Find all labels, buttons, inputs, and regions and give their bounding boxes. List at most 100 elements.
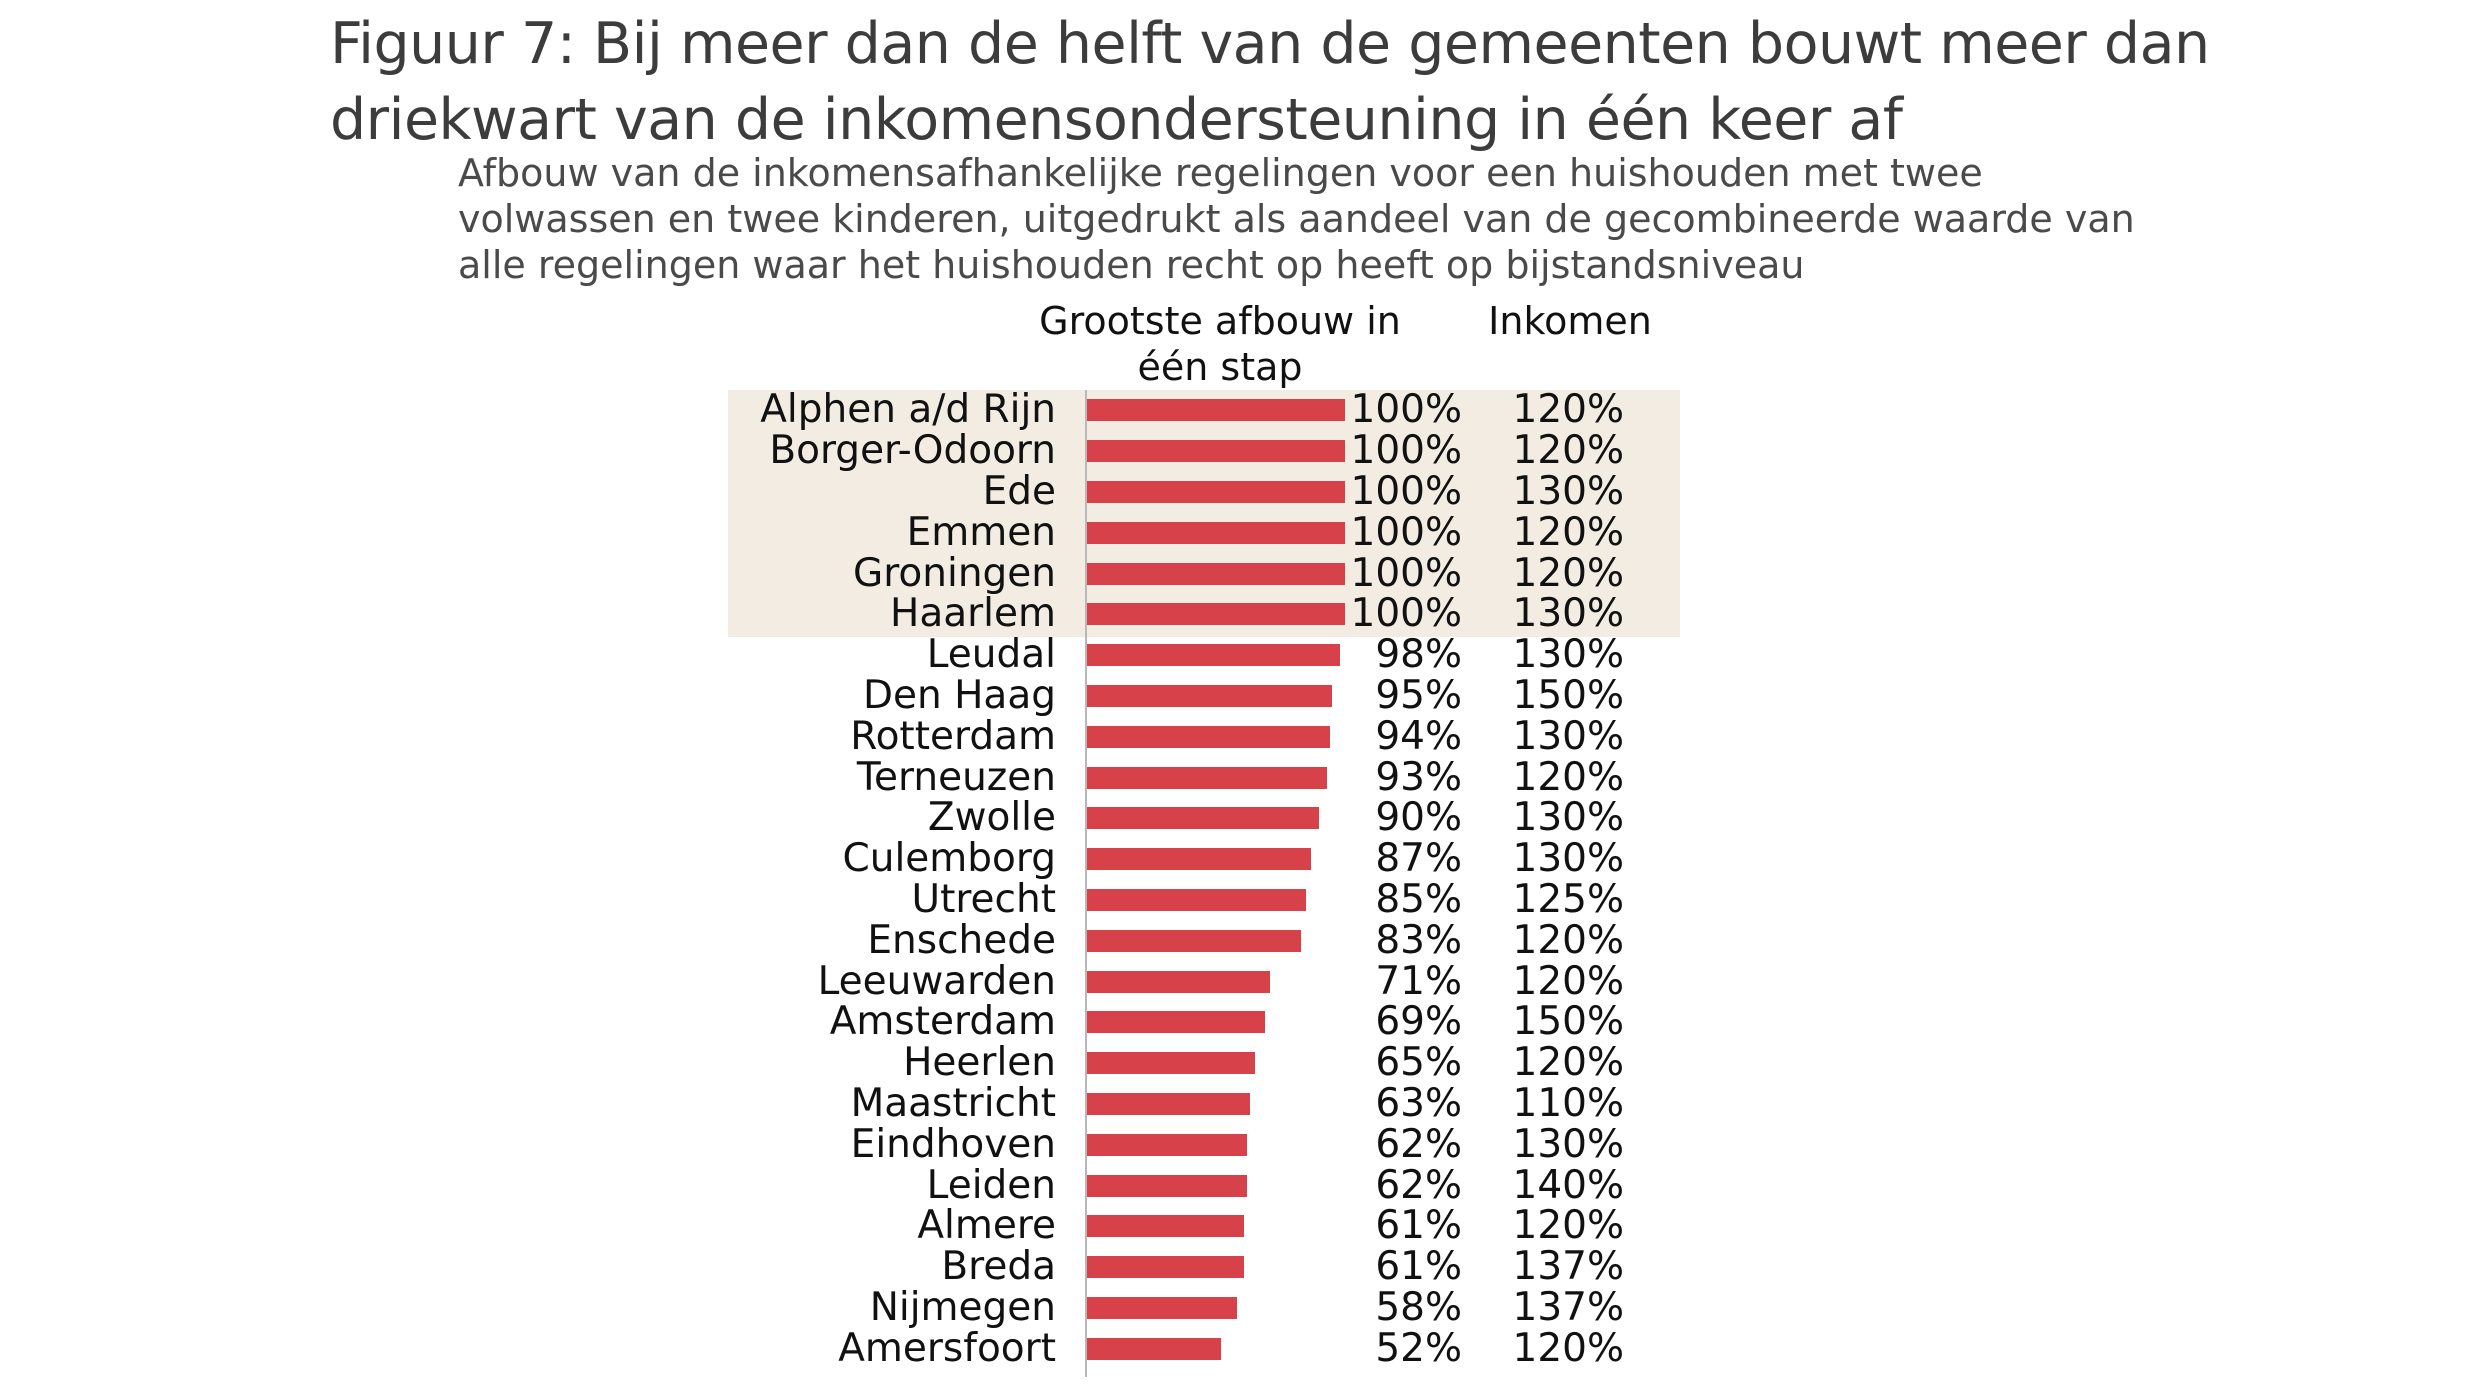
axis-line xyxy=(1085,390,1087,1378)
bar xyxy=(1087,766,1327,789)
value-label: 58% xyxy=(1375,1285,1462,1330)
value-label: 100% xyxy=(1350,387,1463,433)
income-label: 130% xyxy=(1512,713,1625,759)
bar xyxy=(1087,1215,1245,1238)
income-label: 120% xyxy=(1512,550,1625,596)
bar xyxy=(1087,603,1345,626)
bar xyxy=(1087,1337,1222,1360)
bar xyxy=(1087,481,1345,503)
value-label: 83% xyxy=(1375,917,1462,963)
bar xyxy=(1087,521,1345,544)
category-label: Groningen xyxy=(853,550,1056,596)
category-label: Heerlen xyxy=(903,1040,1056,1086)
bar xyxy=(1087,1297,1237,1319)
income-label: 150% xyxy=(1512,673,1625,718)
category-label: Almere xyxy=(917,1203,1056,1249)
income-label: 130% xyxy=(1512,632,1625,678)
column-header-inkomen: Inkomen xyxy=(1488,299,1652,343)
bar xyxy=(1087,725,1330,748)
income-label: 130% xyxy=(1512,469,1625,514)
value-label: 61% xyxy=(1375,1244,1462,1290)
category-label: Haarlem xyxy=(890,591,1056,637)
value-label: 94% xyxy=(1375,713,1462,759)
bar xyxy=(1087,562,1345,585)
category-label: Leiden xyxy=(926,1162,1056,1208)
income-label: 125% xyxy=(1512,877,1625,922)
category-label: Culemborg xyxy=(842,836,1057,882)
value-label: 95% xyxy=(1375,673,1462,718)
category-label: Borger-Odoorn xyxy=(769,428,1056,474)
income-label: 120% xyxy=(1512,917,1625,963)
value-label: 65% xyxy=(1375,1040,1462,1086)
category-label: Enschede xyxy=(867,917,1056,963)
category-label: Alphen a/d Rijn xyxy=(760,387,1056,433)
income-label: 110% xyxy=(1512,1081,1625,1126)
income-label: 120% xyxy=(1512,387,1625,433)
value-label: 90% xyxy=(1375,795,1462,841)
value-label: 61% xyxy=(1375,1203,1462,1249)
value-label: 71% xyxy=(1375,958,1462,1004)
income-label: 130% xyxy=(1512,795,1625,841)
income-label: 120% xyxy=(1512,958,1625,1004)
income-label: 120% xyxy=(1512,1203,1625,1249)
bar xyxy=(1087,889,1307,911)
value-label: 87% xyxy=(1375,836,1462,882)
highlight-band xyxy=(728,390,1680,637)
category-label: Emmen xyxy=(906,509,1056,555)
bar xyxy=(1087,440,1345,463)
category-label: Breda xyxy=(941,1244,1056,1290)
category-label: Den Haag xyxy=(862,673,1056,718)
income-label: 120% xyxy=(1512,428,1625,474)
value-label: 100% xyxy=(1350,469,1463,514)
value-label: 100% xyxy=(1350,509,1463,555)
category-label: Rotterdam xyxy=(850,713,1056,759)
income-label: 137% xyxy=(1512,1244,1625,1290)
category-label: Nijmegen xyxy=(869,1285,1056,1330)
bar xyxy=(1087,970,1271,993)
income-label: 120% xyxy=(1512,1040,1625,1086)
bar xyxy=(1087,1133,1247,1156)
category-label: Zwolle xyxy=(927,795,1056,841)
income-label: 130% xyxy=(1512,1121,1625,1167)
bar xyxy=(1087,644,1340,667)
bar xyxy=(1087,929,1302,952)
income-label: 130% xyxy=(1512,591,1625,637)
category-label: Ede xyxy=(982,469,1056,514)
value-label: 69% xyxy=(1375,999,1462,1045)
value-label: 52% xyxy=(1375,1325,1462,1371)
chart-subtitle: Afbouw van de inkomensafhankelijke regel… xyxy=(458,151,2135,287)
value-label: 63% xyxy=(1375,1081,1462,1126)
value-label: 98% xyxy=(1375,632,1462,678)
value-label: 100% xyxy=(1350,550,1463,596)
category-label: Eindhoven xyxy=(850,1121,1056,1167)
bar xyxy=(1087,1052,1255,1075)
income-label: 137% xyxy=(1512,1285,1625,1330)
income-label: 150% xyxy=(1512,999,1625,1045)
category-label: Leudal xyxy=(926,632,1056,678)
bar xyxy=(1087,399,1345,422)
bar xyxy=(1087,685,1333,707)
category-label: Maastricht xyxy=(850,1081,1056,1126)
value-label: 93% xyxy=(1375,754,1462,800)
value-label: 62% xyxy=(1375,1121,1462,1167)
category-label: Leeuwarden xyxy=(817,958,1056,1004)
income-label: 120% xyxy=(1512,1325,1625,1371)
bar xyxy=(1087,848,1312,871)
column-header-grootste-afbouw: Grootste afbouw in één stap xyxy=(1039,299,1401,389)
bar xyxy=(1087,807,1320,830)
value-label: 85% xyxy=(1375,877,1462,922)
bar xyxy=(1087,1174,1247,1197)
income-label: 120% xyxy=(1512,509,1625,555)
chart-title: Figuur 7: Bij meer dan de helft van de g… xyxy=(330,11,2210,153)
income-label: 130% xyxy=(1512,836,1625,882)
category-label: Utrecht xyxy=(911,877,1056,922)
value-label: 62% xyxy=(1375,1162,1462,1208)
category-label: Amersfoort xyxy=(838,1325,1056,1371)
bar xyxy=(1087,1256,1245,1279)
value-label: 100% xyxy=(1350,591,1463,637)
category-label: Amsterdam xyxy=(829,999,1056,1045)
income-label: 120% xyxy=(1512,754,1625,800)
value-label: 100% xyxy=(1350,428,1463,474)
category-label: Terneuzen xyxy=(856,754,1056,800)
bar xyxy=(1087,1011,1266,1034)
